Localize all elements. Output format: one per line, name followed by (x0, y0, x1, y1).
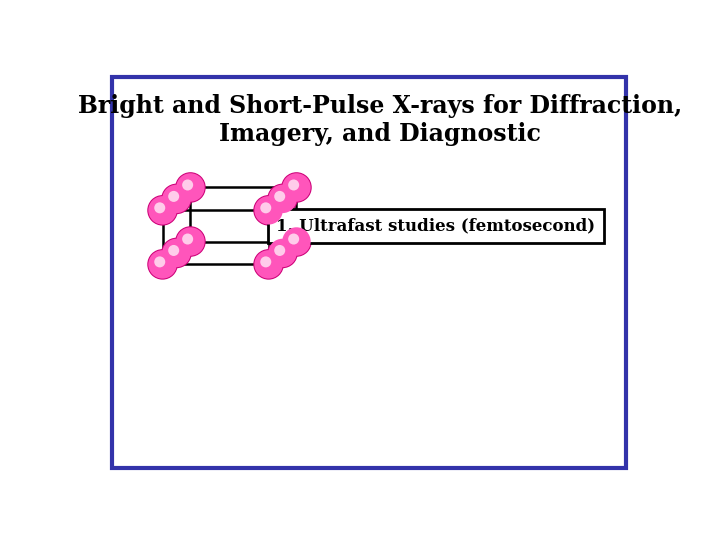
Point (291, 183, 302, 192)
Point (157, 260, 168, 269)
Point (184, 237, 196, 246)
Text: ~Å: ~Å (310, 217, 343, 235)
Point (263, 206, 274, 214)
Point (171, 194, 182, 203)
Text: 1. Ultrafast studies (femtosecond): 1. Ultrafast studies (femtosecond) (276, 218, 595, 234)
Point (276, 194, 288, 203)
Point (291, 237, 302, 246)
Point (157, 260, 168, 269)
Point (184, 183, 196, 192)
Point (260, 258, 271, 266)
Point (154, 204, 166, 212)
Point (263, 260, 274, 269)
Point (184, 183, 196, 192)
Point (274, 192, 285, 201)
Point (274, 246, 285, 255)
Point (276, 248, 288, 257)
Point (154, 258, 166, 266)
Point (291, 237, 302, 246)
Point (157, 206, 168, 214)
Point (157, 206, 168, 214)
Point (276, 194, 288, 203)
Point (288, 181, 300, 190)
Point (182, 181, 194, 190)
Point (184, 237, 196, 246)
Point (276, 248, 288, 257)
Point (171, 248, 182, 257)
Point (171, 248, 182, 257)
Text: Bright and Short-Pulse X-rays for Diffraction,
Imagery, and Diagnostic: Bright and Short-Pulse X-rays for Diffra… (78, 94, 683, 146)
Point (182, 235, 194, 244)
Point (260, 204, 271, 212)
Point (171, 194, 182, 203)
Point (291, 183, 302, 192)
Point (263, 260, 274, 269)
Point (168, 192, 179, 201)
Point (263, 206, 274, 214)
Point (168, 246, 179, 255)
Point (288, 235, 300, 244)
